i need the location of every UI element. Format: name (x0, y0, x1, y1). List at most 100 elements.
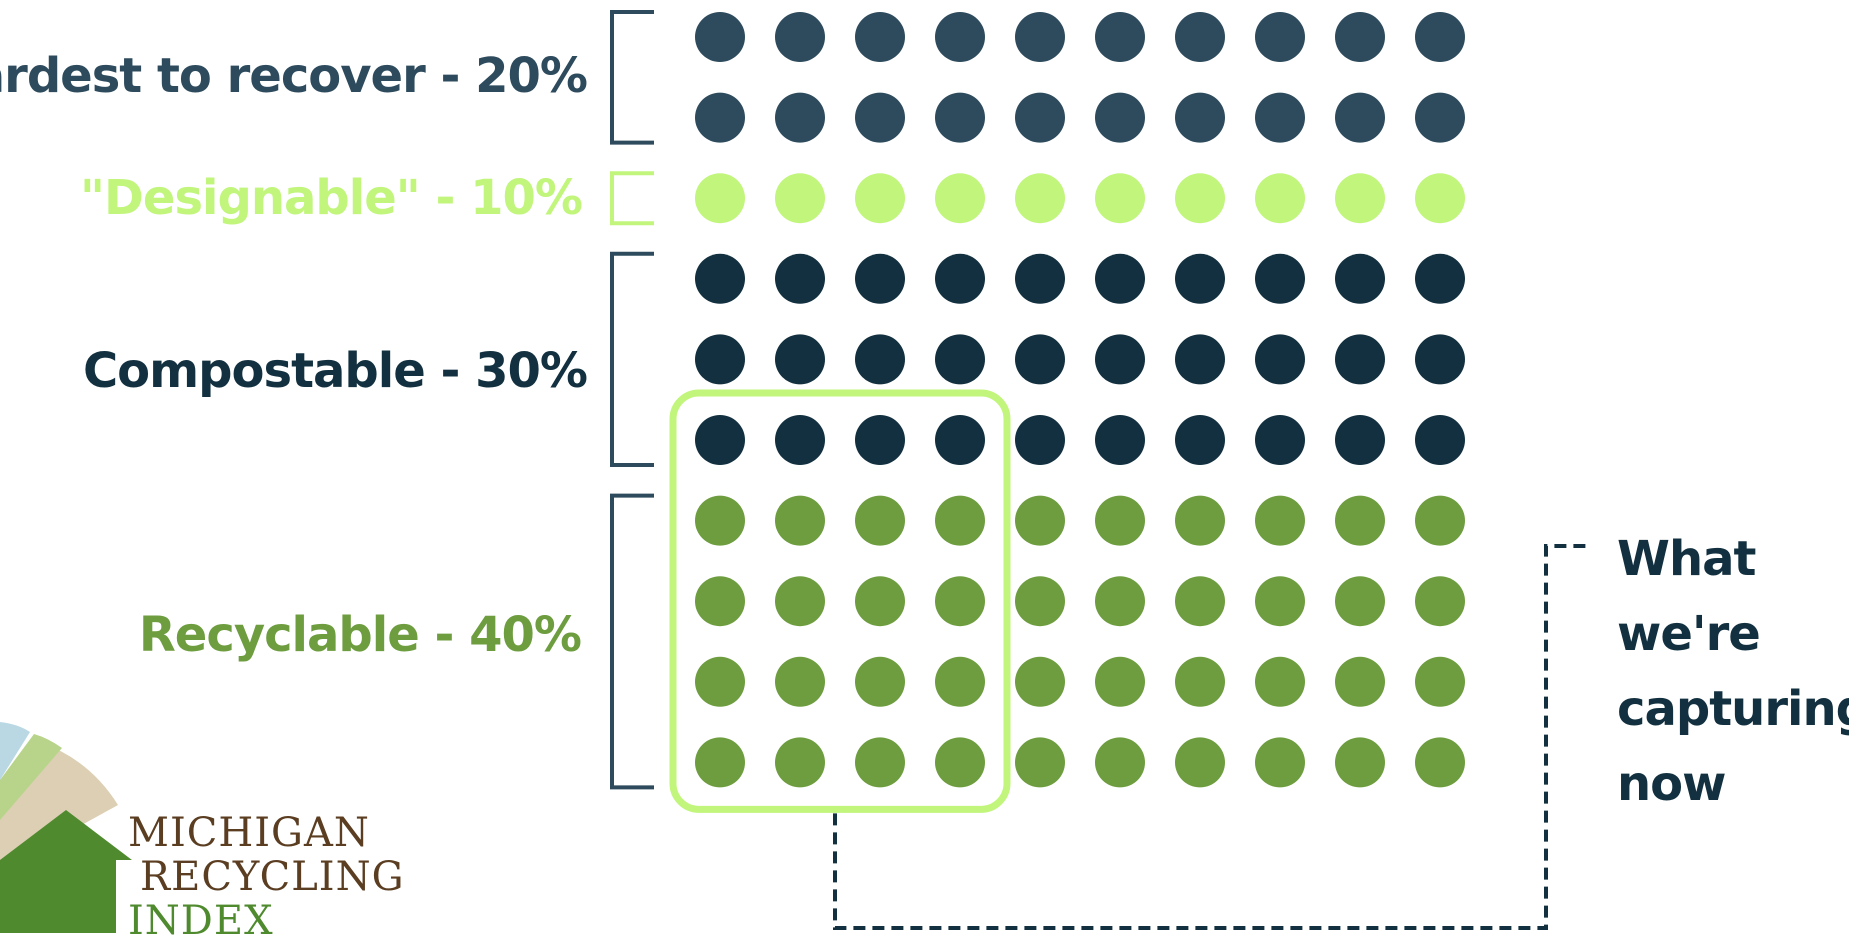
waffle-dot (935, 334, 985, 384)
waffle-dot (855, 576, 905, 626)
waffle-dot (775, 12, 825, 62)
waffle-dot (1095, 12, 1145, 62)
waffle-dot (695, 254, 745, 304)
waffle-dot (1175, 254, 1225, 304)
waffle-dot (695, 12, 745, 62)
logo-text-line: INDEX (128, 898, 274, 944)
waffle-dot (855, 657, 905, 707)
category-bracket (612, 173, 654, 223)
michigan-recycling-index-logo: MICHIGAN RECYCLING INDEX (0, 720, 400, 933)
annotation-line: What (1617, 522, 1849, 597)
waffle-dot (1415, 657, 1465, 707)
waffle-dot (855, 93, 905, 143)
waffle-dot (855, 12, 905, 62)
waffle-dot (1335, 254, 1385, 304)
waffle-dot (1415, 254, 1465, 304)
waffle-dot (1015, 93, 1065, 143)
waffle-dot (935, 415, 985, 465)
waffle-dot (1335, 415, 1385, 465)
waffle-dot (935, 576, 985, 626)
waffle-dot (1255, 12, 1305, 62)
waffle-dot (695, 415, 745, 465)
waffle-dot (855, 737, 905, 787)
waffle-dot (855, 334, 905, 384)
waffle-dot (1095, 415, 1145, 465)
waffle-dot (1095, 173, 1145, 223)
waffle-dot (1095, 576, 1145, 626)
waffle-dot (1255, 657, 1305, 707)
waffle-dot (1415, 12, 1465, 62)
waffle-dot (1175, 737, 1225, 787)
waffle-dot (1175, 496, 1225, 546)
waffle-dot (855, 173, 905, 223)
waffle-dot (1335, 657, 1385, 707)
waffle-dot (1015, 334, 1065, 384)
waffle-dot (1255, 415, 1305, 465)
waffle-dot (1015, 12, 1065, 62)
waffle-dot (1415, 93, 1465, 143)
category-bracket (612, 496, 654, 788)
waffle-dot (1255, 334, 1305, 384)
waffle-dot (1335, 12, 1385, 62)
waffle-dot (1175, 576, 1225, 626)
waffle-dot (1415, 576, 1465, 626)
waffle-dot (1175, 12, 1225, 62)
waffle-dot (1255, 496, 1305, 546)
waffle-dot (1095, 496, 1145, 546)
waffle-dot (935, 93, 985, 143)
annotation-line: we're (1617, 597, 1849, 672)
waffle-dot (1255, 254, 1305, 304)
bracket-group (612, 12, 654, 787)
annotation-line: now (1617, 747, 1849, 822)
dot-grid (695, 12, 1465, 787)
category-bracket (612, 254, 654, 465)
waffle-dot (1175, 334, 1225, 384)
waffle-dot (1335, 496, 1385, 546)
waffle-dot (775, 496, 825, 546)
waffle-dot (1415, 173, 1465, 223)
waffle-dot (695, 657, 745, 707)
waffle-dot (695, 173, 745, 223)
label-hardest-to-recover: Hardest to recover - 20% (0, 48, 587, 104)
waffle-dot (775, 657, 825, 707)
waffle-dot (855, 415, 905, 465)
waffle-dot (695, 496, 745, 546)
waffle-dot (775, 254, 825, 304)
waffle-dot (855, 254, 905, 304)
waffle-dot (1335, 737, 1385, 787)
waffle-dot (1415, 496, 1465, 546)
annotation-text: What we're capturing now (1617, 522, 1849, 822)
waffle-dot (1015, 173, 1065, 223)
waffle-dot (1095, 737, 1145, 787)
waffle-dot (775, 737, 825, 787)
waffle-dot (1255, 173, 1305, 223)
waffle-dot (1095, 93, 1145, 143)
waffle-dot (775, 334, 825, 384)
waffle-dot (1255, 576, 1305, 626)
waffle-dot (775, 93, 825, 143)
waffle-dot (1335, 173, 1385, 223)
logo-emblem-icon (0, 720, 140, 933)
waffle-dot (1015, 576, 1065, 626)
logo-text-line: MICHIGAN (128, 810, 370, 856)
waffle-dot (1175, 657, 1225, 707)
annotation-line: capturing (1617, 672, 1849, 747)
waffle-dot (695, 334, 745, 384)
waffle-dot (1255, 737, 1305, 787)
waffle-dot (1415, 334, 1465, 384)
waffle-dot (1015, 254, 1065, 304)
waffle-dot (1015, 737, 1065, 787)
waffle-dot (935, 254, 985, 304)
waffle-dot (935, 496, 985, 546)
waffle-dot (775, 415, 825, 465)
waffle-dot (1335, 576, 1385, 626)
waffle-dot (855, 496, 905, 546)
waffle-dot (1255, 93, 1305, 143)
waffle-dot (935, 12, 985, 62)
waffle-dot (1175, 415, 1225, 465)
label-designable: "Designable" - 10% (80, 170, 582, 226)
waffle-dot (1335, 334, 1385, 384)
waffle-dot (1175, 173, 1225, 223)
waffle-dot (775, 576, 825, 626)
waffle-dot (1015, 496, 1065, 546)
